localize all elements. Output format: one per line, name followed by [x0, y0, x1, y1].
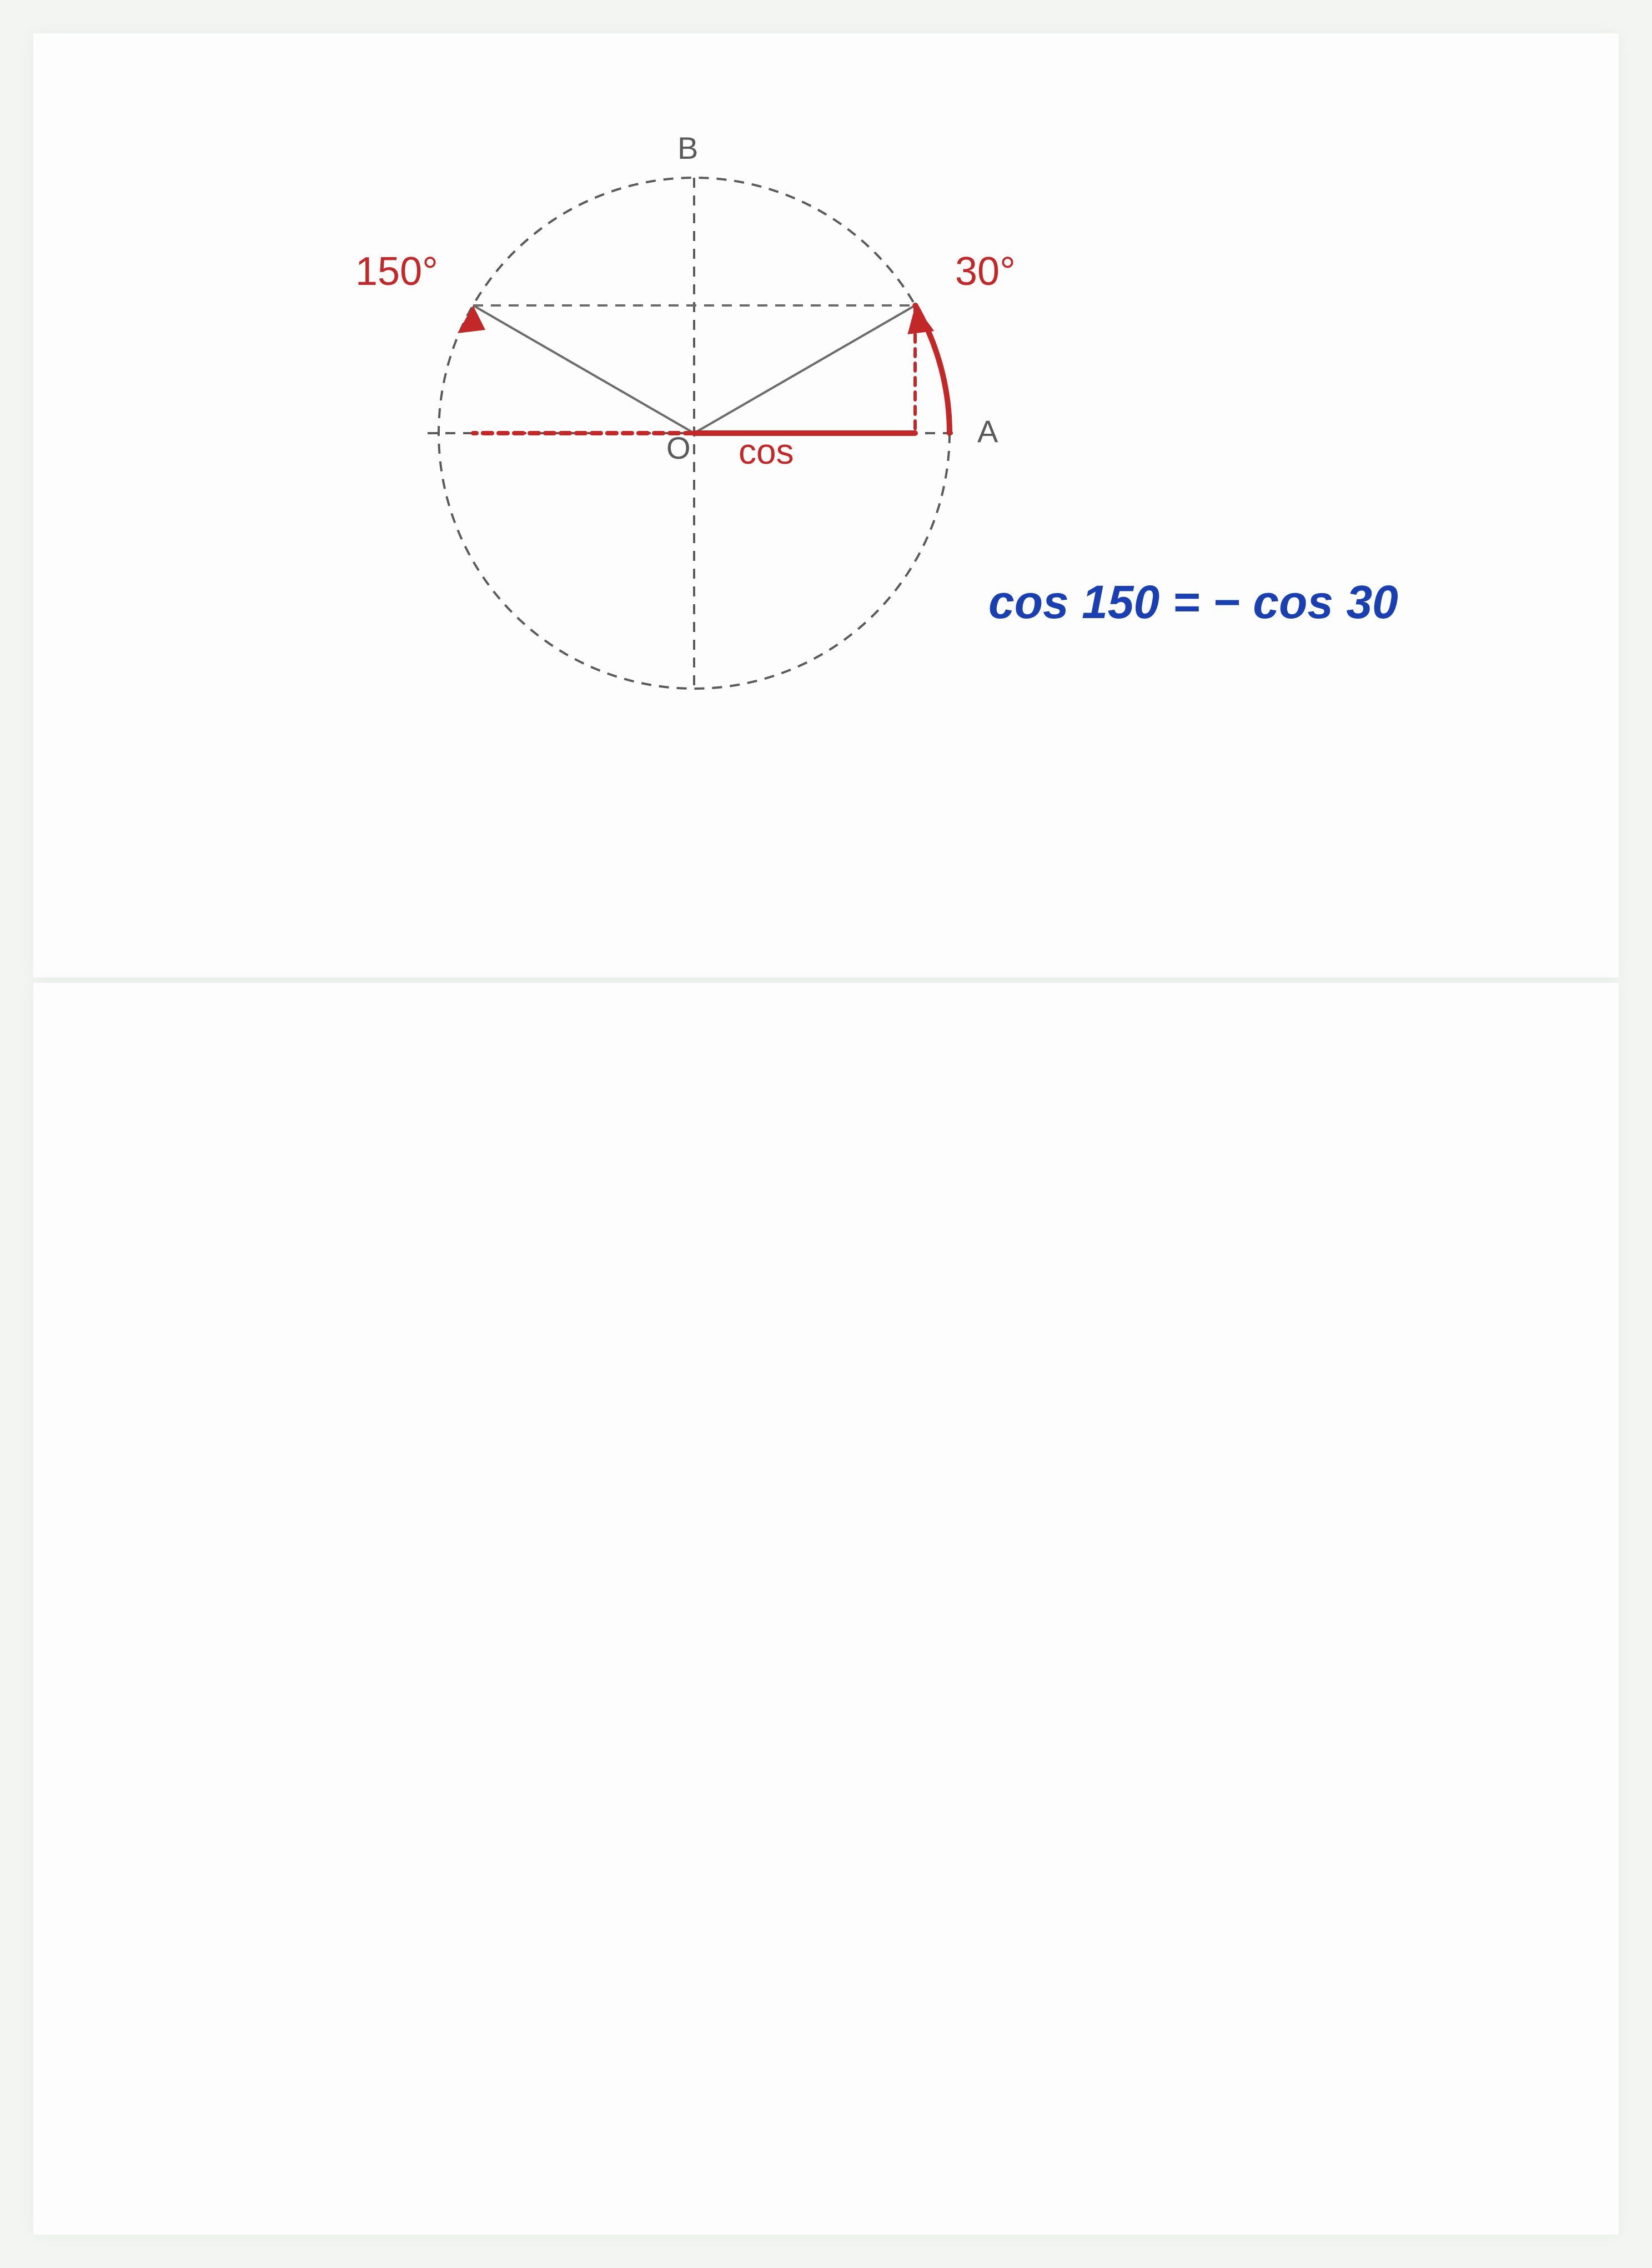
equation-text: cos 150 = − cos 30	[988, 575, 1398, 629]
label-angle-150: 150°	[355, 249, 438, 294]
label-B: B	[677, 130, 698, 166]
label-cos: cos	[739, 431, 794, 472]
unit-circle-diagram	[0, 0, 1652, 2268]
page: B O A cos 30° 150° cos 150 = − cos 30	[0, 0, 1652, 2268]
label-A: A	[977, 413, 998, 449]
label-angle-30: 30°	[955, 249, 1016, 294]
label-O: O	[666, 430, 691, 466]
